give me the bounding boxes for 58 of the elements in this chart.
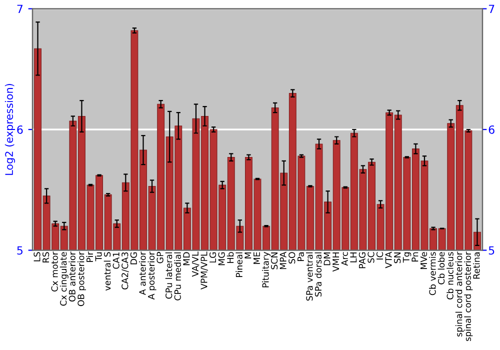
x-tick-label: A posterior (148, 252, 156, 300)
x-tick-label: MG (218, 252, 225, 266)
x-tick-label: Arc (341, 252, 348, 266)
x-tick-label: ME (254, 252, 260, 264)
x-tick-label: PAG (358, 252, 366, 268)
x-tick-label: OB anterior (68, 252, 76, 302)
x-tick-label: Pineal (236, 252, 242, 278)
x-tick-label: VTA (385, 252, 392, 268)
x-tick-label: Cx cingulate (60, 252, 68, 306)
x-tick-label: Retina (472, 252, 480, 279)
x-tick-label: SPa ventral (306, 252, 313, 301)
x-tick-label: LG (209, 252, 216, 262)
x-tick-label: CA2/CA3 (122, 252, 129, 290)
x-tick-label: IC (376, 252, 384, 260)
x-tick-label: MVe (420, 252, 428, 270)
x-tick-label: spinal cord posterior (464, 252, 473, 342)
x-tick-label: Cx motor (51, 252, 58, 292)
x-tick-label: Cb lobe (438, 252, 445, 284)
y-tick-label: 7 (17, 4, 23, 13)
x-tick-label: OB posterior (77, 252, 86, 306)
x-tick-label: GP (156, 252, 164, 264)
x-tick-label: Pir (86, 252, 93, 262)
x-tick-label: M (244, 252, 252, 258)
y2-tick-label: 5 (488, 246, 494, 255)
x-tick-label: VPM/VPL (200, 252, 208, 290)
x-tick-label: Cb vermis (429, 252, 436, 296)
x-tick-label: MPA (280, 252, 286, 270)
x-tick-label: LH (350, 252, 357, 262)
x-tick-label: SN (394, 252, 401, 264)
x-tick-label: Tu (95, 252, 102, 262)
x-tick-label: Tg (402, 252, 412, 263)
x-tick-label: spinal cord anterior (455, 252, 464, 336)
x-tick-label: CPu lateral (165, 252, 172, 299)
x-tick-label: DM (324, 252, 330, 266)
y-axis-title: Log2 (expression) (4, 84, 16, 175)
y-tick-label: 5 (17, 246, 22, 255)
x-tick-label: CA1 (112, 252, 120, 269)
x-tick-label: A anterior (139, 252, 146, 296)
x-tick-label: MD (183, 252, 190, 266)
x-tick-label: ventral S (104, 252, 111, 291)
x-tick-label: Pa (297, 252, 304, 262)
x-tick-label: CPu medial (174, 252, 181, 300)
x-tick-label: Pituitary (262, 252, 271, 288)
x-tick-label: DG (130, 252, 137, 264)
y-tick-label: 6 (17, 125, 23, 134)
x-tick-label: RS (42, 252, 50, 262)
x-tick-label: Cb nucleus (446, 252, 454, 300)
x-tick-label: SO (288, 252, 296, 264)
x-tick-label: LS (34, 252, 40, 262)
x-tick-label: VMH (332, 252, 340, 272)
x-tick-label: VA/VL (192, 252, 200, 277)
x-tick-label: SPa dorsal (314, 252, 322, 296)
x-tick-label: Pn (412, 252, 418, 262)
y2-tick-label: 7 (488, 4, 494, 13)
x-tick-label: SCN (271, 252, 278, 270)
x-tick-label: Hb (226, 252, 234, 263)
y2-tick-label: 6 (488, 125, 494, 134)
x-tick-label: SC (368, 252, 374, 263)
